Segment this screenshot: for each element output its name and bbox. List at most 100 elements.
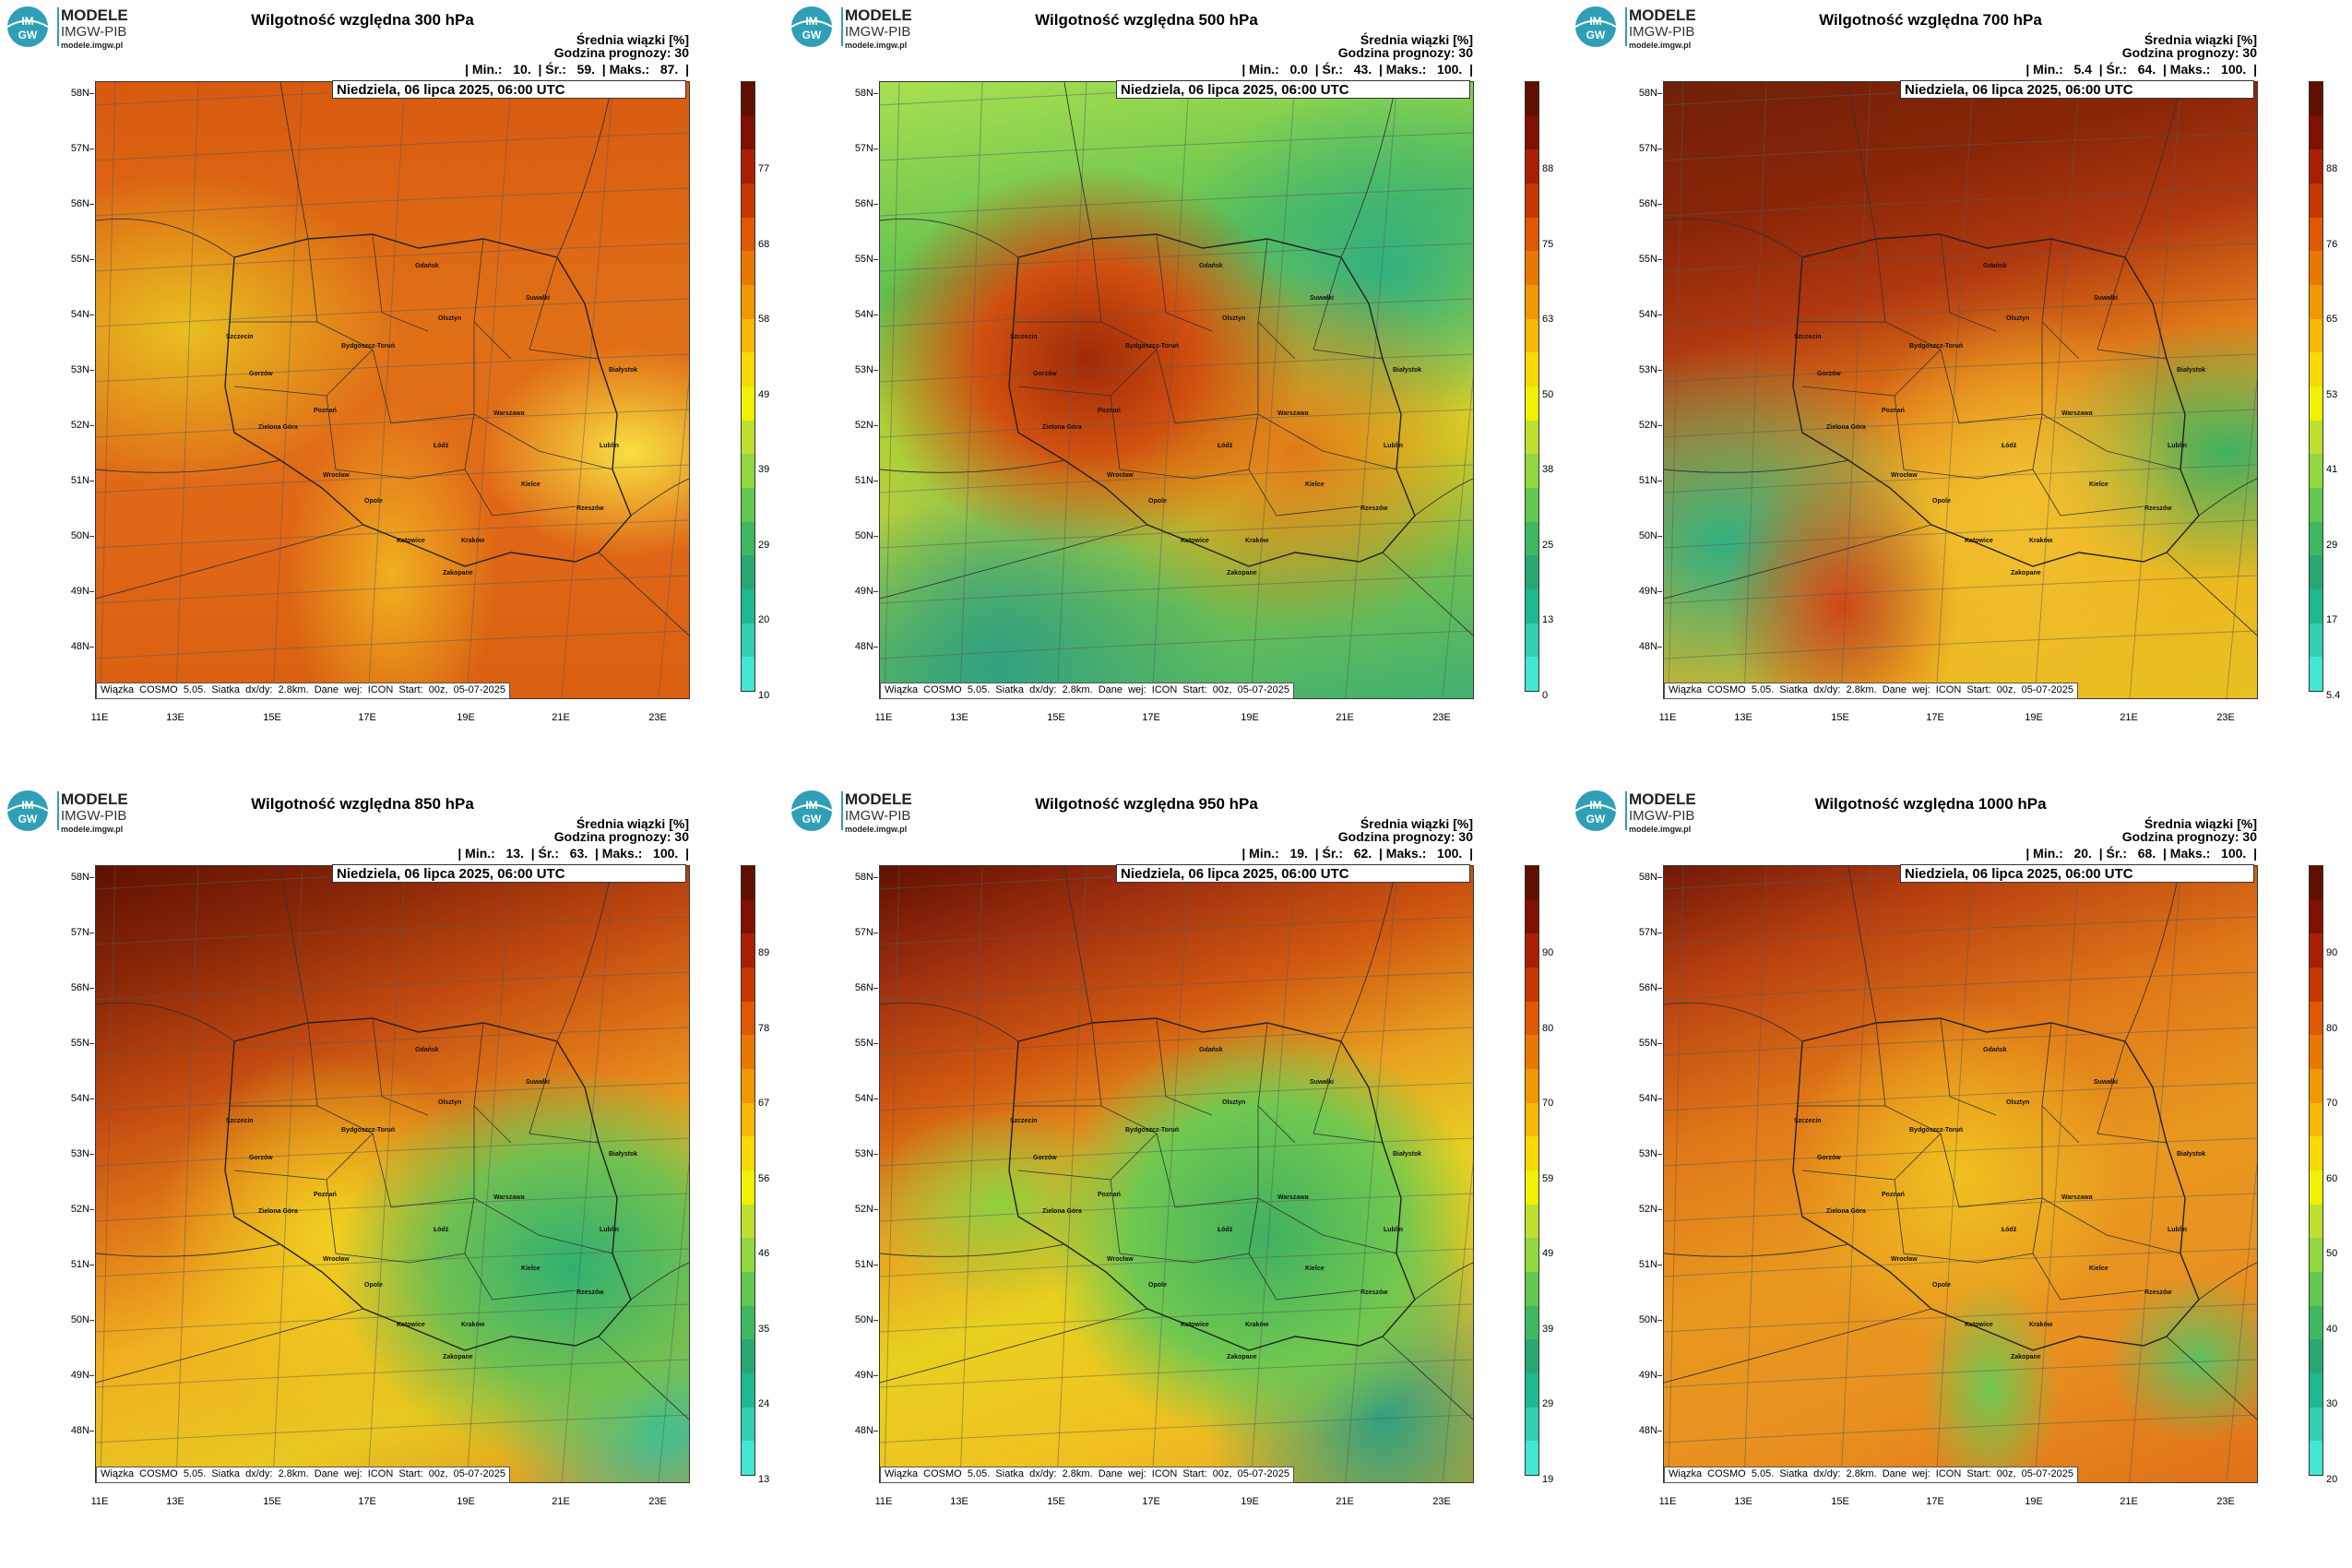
colorbar-step (1526, 1068, 1538, 1103)
city-label: Kielce (2089, 1265, 2108, 1272)
svg-text:IM: IM (21, 15, 33, 28)
colorbar-step (1526, 1372, 1538, 1408)
lat-label: 48N (70, 641, 89, 652)
lat-tick (873, 1320, 878, 1321)
colorbar-tick: 80 (1542, 1022, 1554, 1034)
city-label: Lublin (1384, 1227, 1403, 1233)
city-label: Białystok (609, 1151, 638, 1158)
brand-name: MODELE (845, 790, 912, 808)
coastline (1664, 1002, 1803, 1042)
lat-tick (1657, 988, 1662, 989)
lat-gridline (96, 575, 689, 604)
lat-gridline (1664, 630, 2257, 659)
colorbar-step (742, 115, 754, 150)
colorbar-step (2310, 657, 2322, 691)
lat-tick (873, 1154, 878, 1155)
colorbar-step (742, 1441, 754, 1475)
lat-gridline (880, 971, 1473, 1001)
humidity-map[interactable] (1663, 81, 2258, 699)
colorbar-step (2310, 1339, 2322, 1373)
city-label: Rzeszów (2144, 505, 2172, 512)
lat-tick (89, 204, 94, 205)
colorbar-tick: 88 (1542, 163, 1554, 174)
lon-gridline (1668, 82, 1684, 698)
lat-gridline (880, 409, 1473, 438)
colorbar-tick: 49 (1542, 1248, 1554, 1259)
colorbar-step (2310, 1372, 2322, 1408)
brand-text: MODELE IMGW-PIB modele.imgw.pl (61, 7, 128, 50)
lat-label: 49N (854, 1370, 873, 1381)
colorbar-tick: 50 (2326, 1248, 2338, 1259)
city-label: Lublin (2168, 1227, 2187, 1233)
lat-gridline (880, 187, 1473, 217)
svg-text:GW: GW (18, 29, 38, 42)
lat-tick (89, 259, 94, 260)
city-label: Szczecin (226, 334, 254, 340)
city-label: Kielce (1305, 1265, 1324, 1272)
lat-gridline (1664, 1359, 2257, 1388)
humidity-map[interactable] (879, 81, 1474, 699)
lat-label: 54N (1638, 309, 1657, 320)
humidity-map[interactable] (95, 81, 690, 699)
region-border (1322, 1234, 1397, 1254)
lat-label: 49N (70, 1370, 89, 1381)
lon-label: 21E (2120, 712, 2138, 723)
region-border (1875, 1022, 1942, 1134)
city-label: Lublin (600, 443, 619, 449)
coastline (630, 1262, 689, 1301)
colorbar-step (742, 1204, 754, 1239)
lat-gridline (96, 298, 689, 327)
colorbar-tick: 20 (2326, 1473, 2338, 1485)
lat-label: 48N (70, 1425, 89, 1436)
svg-text:IM: IM (1589, 15, 1601, 28)
map-panel: IM GW MODELE IMGW-PIB modele.imgw.pl Wilgotno… (1568, 784, 2352, 1568)
lat-label: 54N (70, 309, 89, 320)
brand-site: modele.imgw.pl (1629, 825, 1692, 834)
colorbar-step (2310, 1035, 2322, 1069)
colorbar-step (2310, 1441, 2322, 1475)
city-label: Kraków (2029, 538, 2053, 544)
lat-tick (1657, 259, 1662, 260)
city-label: Wrocław (1107, 472, 1134, 479)
city-label: Szczecin (1010, 1118, 1038, 1124)
region-border (473, 322, 540, 452)
city-label: Zielona Góra (1042, 424, 1082, 431)
humidity-map[interactable] (879, 865, 1474, 1483)
city-label: Poznań (314, 1192, 337, 1198)
lat-label: 51N (854, 1259, 873, 1270)
imgw-logo: IM GW (1574, 790, 1621, 832)
coastline (96, 1308, 364, 1384)
lat-label: 58N (1638, 872, 1657, 883)
colorbar-tick: 56 (758, 1172, 770, 1184)
brand-org: IMGW-PIB (61, 808, 127, 824)
region-border (2106, 1234, 2181, 1254)
lat-gridline (96, 132, 689, 161)
lon-label: 21E (1336, 712, 1354, 723)
lat-label: 58N (70, 88, 89, 99)
colorbar-step (2310, 866, 2322, 900)
map-panel: IM GW MODELE IMGW-PIB modele.imgw.pl Wilgotno… (1568, 0, 2352, 784)
humidity-map[interactable] (1663, 865, 2258, 1483)
city-label: Suwałki (526, 295, 551, 302)
panel-title: Wilgotność względna 850 hPa (251, 795, 474, 813)
lat-gridline (96, 630, 689, 659)
city-label: Białystok (1393, 1151, 1422, 1158)
lat-label: 57N (70, 927, 89, 938)
footer-info: Wiązka COSMO 5.05. Siatka dx/dy: 2.8km. … (96, 683, 510, 699)
brand-org: IMGW-PIB (845, 24, 911, 40)
lat-tick (89, 536, 94, 537)
poland-border (1008, 1017, 1416, 1351)
brand-site: modele.imgw.pl (1629, 41, 1692, 50)
city-label: Poznań (1882, 1192, 1905, 1198)
lat-label: 51N (70, 1259, 89, 1270)
city-label: Kraków (1245, 1322, 1269, 1328)
mean-label: Średnia wiązki [%] (2144, 32, 2257, 47)
forecast-hour: Godzina prognozy: 30 (2121, 829, 2257, 844)
colorbar-step (1526, 386, 1538, 421)
region-border (538, 450, 613, 470)
region-border (1156, 1133, 1259, 1208)
lon-gridline (884, 82, 900, 698)
humidity-map[interactable] (95, 865, 690, 1483)
city-label: Szczecin (1794, 334, 1822, 340)
lat-gridline (96, 916, 689, 945)
